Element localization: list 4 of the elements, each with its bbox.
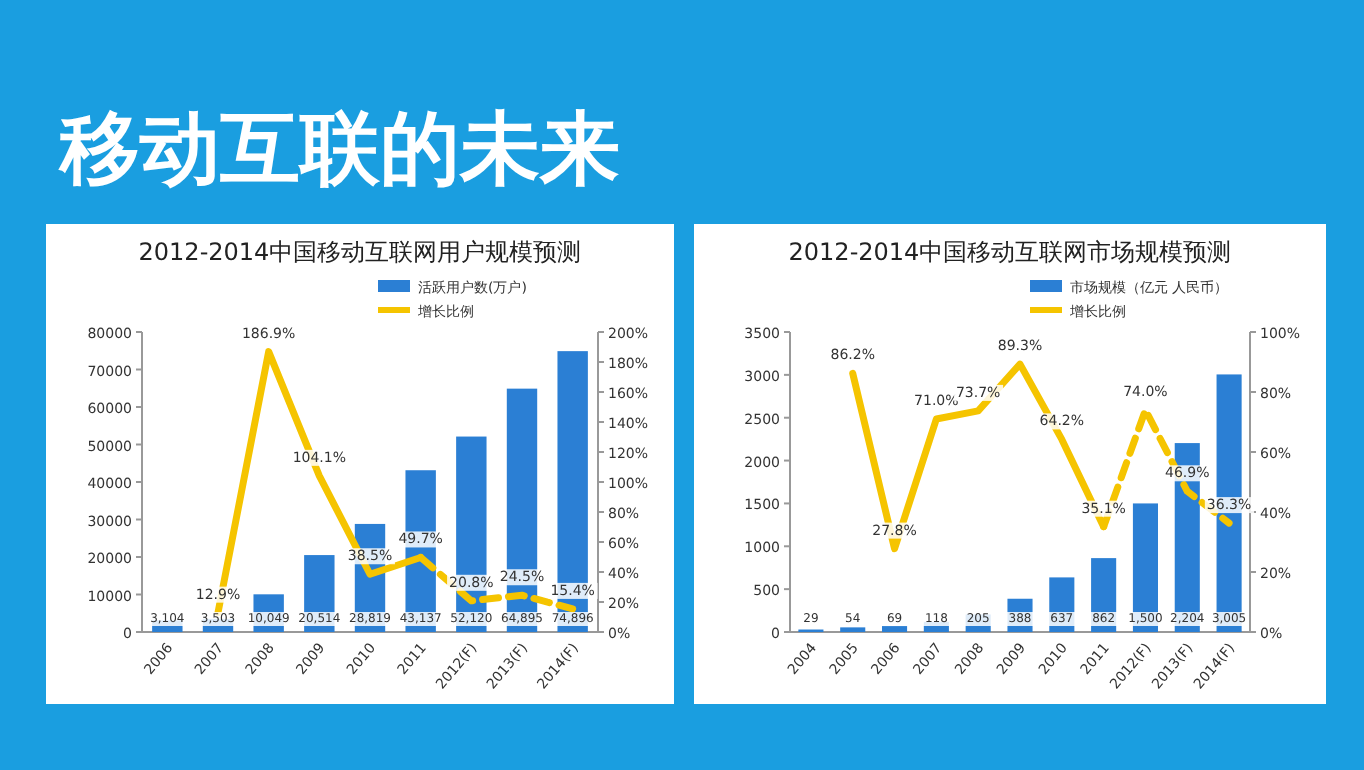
chart-title: 2012-2014中国移动互联网市场规模预测 — [788, 238, 1232, 266]
chart-title: 2012-2014中国移动互联网用户规模预测 — [138, 238, 582, 266]
bar — [882, 626, 908, 632]
text: 移动互联的未来 — [58, 104, 620, 196]
